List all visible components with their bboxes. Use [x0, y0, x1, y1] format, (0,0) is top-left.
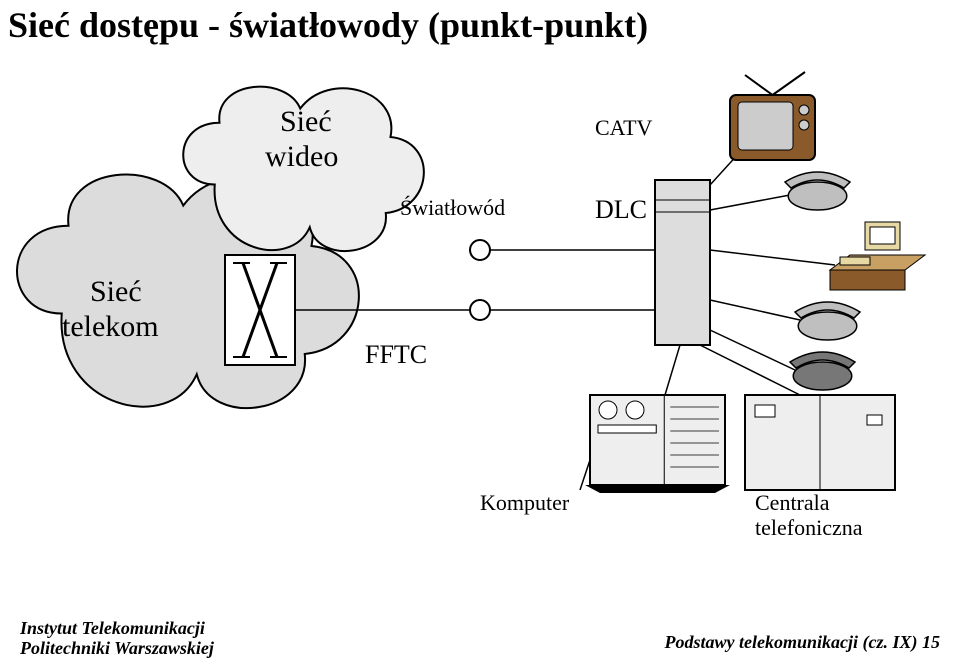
label-siec-wideo-1: Sieć [280, 105, 332, 139]
label-centrala-1: Centrala [755, 490, 830, 516]
label-swiatlowod: Światłowód [400, 195, 505, 221]
label-fftc: FFTC [365, 340, 427, 370]
label-siec-wideo-2: wideo [265, 140, 338, 174]
label-siec-telekom-2: telekom [62, 310, 159, 344]
diagram-stage: { "title": {"text":"Sieć dostępu - świat… [0, 0, 960, 671]
footer-right: Podstawy telekomunikacji (cz. IX) 15 [665, 632, 940, 653]
label-centrala-2: telefoniczna [755, 515, 863, 541]
label-siec-telekom-1: Sieć [90, 275, 142, 309]
label-komputer: Komputer [480, 490, 569, 516]
footer-left-line1: Instytut Telekomunikacji [20, 618, 205, 638]
page-title: Sieć dostępu - światłowody (punkt-punkt) [8, 4, 648, 46]
label-catv: CATV [595, 115, 652, 141]
label-dlc: DLC [595, 195, 647, 225]
footer-left-line2: Politechniki Warszawskiej [20, 638, 214, 658]
footer-left: Instytut Telekomunikacji Politechniki Wa… [20, 619, 214, 659]
